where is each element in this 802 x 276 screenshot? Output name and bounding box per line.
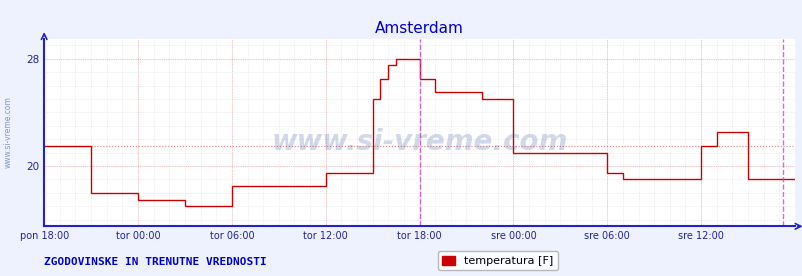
- Text: ZGODOVINSKE IN TRENUTNE VREDNOSTI: ZGODOVINSKE IN TRENUTNE VREDNOSTI: [44, 257, 266, 267]
- Text: www.si-vreme.com: www.si-vreme.com: [4, 97, 13, 168]
- Title: Amsterdam: Amsterdam: [375, 21, 464, 36]
- Legend: temperatura [F]: temperatura [F]: [437, 251, 557, 270]
- Text: www.si-vreme.com: www.si-vreme.com: [271, 128, 567, 156]
